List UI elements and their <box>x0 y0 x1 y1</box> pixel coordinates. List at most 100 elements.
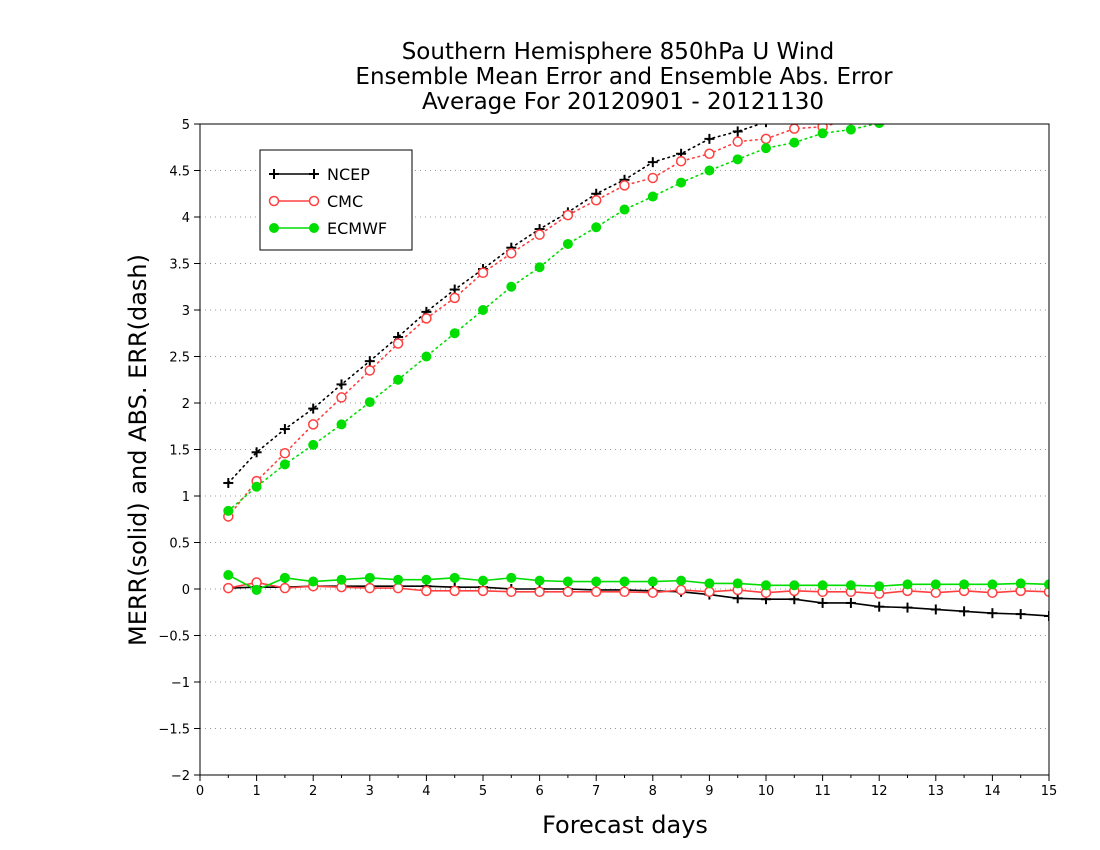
legend-label: NCEP <box>327 165 370 184</box>
legend-items: NCEP CMC ECMWF <box>268 165 387 238</box>
series-ecmwf-abs-error-point <box>364 397 375 408</box>
y-tick-label: 3.5 <box>169 258 190 273</box>
x-tick-label: 2 <box>309 784 317 799</box>
legend-item-ecmwf: ECMWF <box>269 219 387 238</box>
x-tick-label: 1 <box>252 784 260 799</box>
series-ncep-abs-error-point <box>732 126 743 137</box>
series-ncep-abs-error-point <box>647 157 658 168</box>
series-cmc-mean-error-point <box>421 585 432 597</box>
legend-marker <box>268 195 280 207</box>
series-ncep-abs-error-point <box>279 424 290 435</box>
y-tick-label: 3 <box>182 304 190 319</box>
x-axis-ticks: 0 1 2 3 4 5 6 7 8 9 10 11 12 13 14 15 <box>196 775 1057 799</box>
series-cmc-abs-error-point <box>449 292 460 304</box>
series-cmc-abs-error-point <box>364 365 376 376</box>
series-cmc-abs-error-point <box>279 447 291 459</box>
x-tick-label: 15 <box>1041 784 1058 799</box>
series-ncep-abs-error-point <box>704 133 715 144</box>
series-ecmwf-mean-error-point <box>251 584 262 595</box>
x-tick-label: 8 <box>649 784 657 799</box>
series-ncep-mean-error-point <box>874 601 885 612</box>
y-axis-label: MERR(solid) and ABS. ERR(dash) <box>124 254 152 646</box>
series-ecmwf-abs-error-point <box>251 481 262 492</box>
series-ecmwf-mean-error-point <box>930 579 941 590</box>
series-ncep-mean-error-point <box>902 602 913 613</box>
series-ecmwf-mean-error-point <box>902 579 913 590</box>
series-cmc-mean-error-point <box>279 582 291 594</box>
series-ncep-abs-error-point <box>364 356 375 367</box>
series-ecmwf-mean-error-point <box>308 576 319 587</box>
series-ecmwf-mean-error-point <box>647 576 658 587</box>
y-tick-label: 4.5 <box>169 165 190 180</box>
series-cmc-mean-error-point <box>675 584 687 596</box>
series-cmc-abs-error-point <box>760 133 772 145</box>
series-cmc-mean-error-point <box>590 586 602 598</box>
series-ecmwf-abs-error-point <box>591 222 602 233</box>
series-ecmwf-mean-error-point <box>874 581 885 592</box>
series-ncep-mean-error-point <box>987 608 998 619</box>
legend-marker <box>308 195 320 207</box>
series-cmc-mean-error-point <box>704 586 715 598</box>
series-cmc-mean-error-point <box>506 586 517 598</box>
series-ncep-abs-error-line <box>227 124 763 484</box>
series-ecmwf-mean-error-point <box>364 572 375 583</box>
series-cmc-abs-error-point <box>336 392 347 403</box>
series-ecmwf-abs-error-point <box>449 328 460 339</box>
y-tick-label: −1.5 <box>158 723 190 738</box>
series-ecmwf-mean-error-point <box>421 574 432 585</box>
series-ecmwf-mean-error-point <box>534 575 545 586</box>
series-cmc-mean-error-point <box>647 587 659 598</box>
series-cmc-abs-error-point <box>732 136 743 147</box>
x-tick-label: 6 <box>535 784 543 799</box>
series-ecmwf-mean-error-point <box>732 578 743 589</box>
legend-box <box>259 149 413 251</box>
series-cmc-abs-error-point <box>789 124 800 134</box>
series-cmc-mean-error-point <box>223 582 234 594</box>
series-cmc-abs-error-point <box>562 209 574 221</box>
series-cmc-abs-error-point <box>506 248 517 259</box>
chart-title-line-1: Southern Hemisphere 850hPa U Wind <box>402 39 835 65</box>
legend-item-cmc: CMC <box>268 192 363 211</box>
y-tick-label: 2.5 <box>169 351 190 366</box>
series-ecmwf-mean-error-point <box>789 580 800 591</box>
series-ecmwf-abs-error-point <box>223 505 234 516</box>
series-ncep-mean-error-point <box>930 604 941 615</box>
series-ecmwf-mean-error-point <box>704 578 715 589</box>
series-cmc-abs-error-line <box>227 124 837 518</box>
series-ecmwf-mean-error-point <box>336 574 347 585</box>
x-tick-label: 12 <box>871 784 888 799</box>
series-ecmwf-mean-error-point <box>449 572 460 583</box>
x-tick-label: 4 <box>422 784 430 799</box>
x-tick-label: 14 <box>984 784 1001 799</box>
series-ecmwf-abs-error-point <box>817 128 828 139</box>
series-ecmwf-mean-error-point <box>1015 578 1026 589</box>
series-ecmwf-mean-error-point <box>562 576 573 587</box>
series-cmc-abs-error-point <box>421 313 432 324</box>
series-ecmwf-mean-error-point <box>591 576 602 587</box>
y-tick-label: 1 <box>182 490 190 505</box>
series-ncep-abs-error-point <box>223 477 234 488</box>
x-tick-label: 13 <box>928 784 945 799</box>
series-ecmwf-mean-error-point <box>478 575 488 586</box>
series-ecmwf-mean-error-point <box>393 574 404 585</box>
x-tick-label: 5 <box>479 784 487 799</box>
series-ecmwf-mean-error-point <box>223 570 234 581</box>
series-ncep-mean-error-point <box>959 606 970 617</box>
series-ecmwf-abs-error-point <box>845 124 856 135</box>
series-cmc-abs-error-point <box>534 229 545 240</box>
plot-frame <box>199 123 1050 776</box>
series-ecmwf-abs-error-point <box>421 351 432 362</box>
series-ecmwf-mean-error-point <box>987 579 998 590</box>
series-ncep-abs-error-point <box>336 379 347 390</box>
legend-label: ECMWF <box>327 219 387 238</box>
series-ecmwf-abs-error-point <box>704 165 715 176</box>
series-ecmwf-abs-error-point <box>336 419 347 430</box>
series-cmc-mean-error-point <box>449 585 460 597</box>
series-ecmwf-mean-error-point <box>279 572 290 583</box>
series-cmc-abs-error-point <box>392 338 404 349</box>
series-cmc-mean-error-point <box>930 587 942 598</box>
y-tick-label: 0.5 <box>169 537 190 552</box>
series-ecmwf-abs-error-point <box>534 262 545 273</box>
